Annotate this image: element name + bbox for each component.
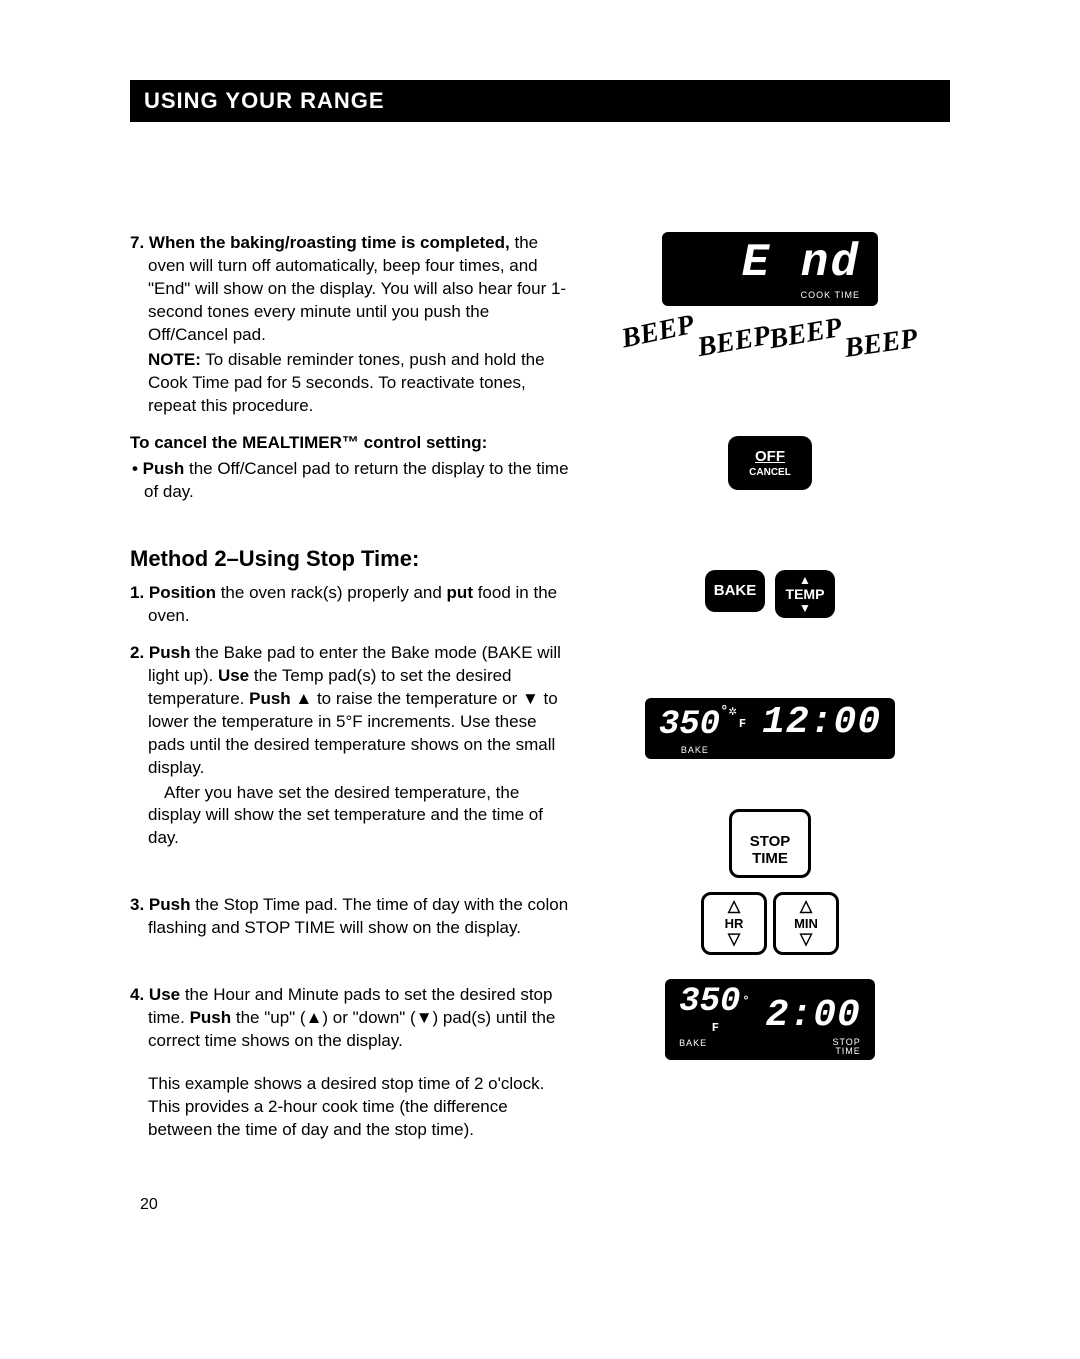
stop-time-display: 350°F 2:00 BAKE STOP TIME	[665, 979, 875, 1060]
stop-label: STOP	[738, 834, 802, 851]
bake-temp-row: BAKE ▲ TEMP ▼	[590, 570, 950, 618]
note-body: To disable reminder tones, push and hold…	[148, 350, 545, 415]
s4-num: 4.	[130, 985, 144, 1004]
s2-push2: Push	[249, 689, 291, 708]
off-label: OFF	[740, 448, 800, 465]
step-7: 7. When the baking/roasting time is comp…	[148, 232, 570, 418]
disp2-bake-label: BAKE	[679, 1038, 707, 1056]
beep-row: BEEP BEEP BEEP BEEP	[590, 324, 950, 356]
s4-lead: Use	[149, 985, 180, 1004]
disp-deg: °✲	[720, 704, 737, 720]
end-display: E nd COOK TIME	[662, 232, 878, 306]
method-2-title: Method 2–Using Stop Time:	[130, 544, 570, 574]
note-label: NOTE:	[148, 350, 201, 369]
section-header: USING YOUR RANGE	[130, 80, 950, 122]
min-label: MIN	[780, 916, 832, 931]
hr-min-row: △ HR ▽ △ MIN ▽	[590, 892, 950, 955]
cancel-bullet: • Push the Off/Cancel pad to return the …	[144, 458, 570, 504]
temp-up-icon: ▲	[775, 574, 835, 586]
min-down-icon: ▽	[780, 932, 832, 948]
s2-after: After you have set the desired temperatu…	[148, 782, 570, 851]
cancel-label: CANCEL	[740, 467, 800, 478]
stop-time-button[interactable]: STOP TIME	[729, 809, 811, 878]
instructions-column: 7. When the baking/roasting time is comp…	[130, 232, 590, 1156]
disp2-unit: F	[712, 1022, 719, 1034]
beep-3: BEEP	[767, 312, 845, 356]
disp-time-value: 12:00	[762, 704, 881, 742]
temp-label: TEMP	[775, 586, 835, 602]
end-text: E nd	[680, 240, 860, 286]
disp-unit: F	[739, 718, 746, 730]
hour-down-icon: ▽	[708, 932, 760, 948]
s3-body: the Stop Time pad. The time of day with …	[148, 895, 568, 937]
s1-lead: Position	[149, 583, 216, 602]
step-2-4: 4. Use the Hour and Minute pads to set t…	[148, 984, 570, 1142]
cancel-bullet-body: the Off/Cancel pad to return the display…	[144, 459, 569, 501]
disp-temp-value: 350	[659, 706, 720, 744]
step-2-2: 2. Push the Bake pad to enter the Bake m…	[148, 642, 570, 850]
disp-bake-label: BAKE	[659, 745, 881, 755]
step-2-3: 3. Push the Stop Time pad. The time of d…	[148, 894, 570, 940]
step-2-1: 1. Position the oven rack(s) properly an…	[148, 582, 570, 628]
minute-button[interactable]: △ MIN ▽	[773, 892, 839, 955]
bake-time-display: 350°✲F 12:00 BAKE	[645, 698, 895, 759]
hour-button[interactable]: △ HR ▽	[701, 892, 767, 955]
s2-use: Use	[218, 666, 249, 685]
temp-down-icon: ▼	[775, 602, 835, 614]
hour-up-icon: △	[708, 899, 760, 915]
off-cancel-button[interactable]: OFF CANCEL	[728, 436, 812, 490]
disp2-time-value: 2:00	[766, 997, 861, 1035]
temp-button[interactable]: ▲ TEMP ▼	[775, 570, 835, 618]
s4-example: This example shows a desired stop time o…	[148, 1073, 570, 1142]
hour-label: HR	[708, 916, 760, 931]
s3-num: 3.	[130, 895, 144, 914]
min-up-icon: △	[780, 899, 832, 915]
cancel-heading: To cancel the MEALTIMER™ control setting…	[130, 432, 570, 455]
disp2-time-label: TIME	[835, 1046, 861, 1056]
time-label: TIME	[738, 851, 802, 868]
bake-button[interactable]: BAKE	[705, 570, 765, 612]
disp2-deg: °	[742, 995, 749, 1007]
s2-lead: Push	[149, 643, 191, 662]
beep-1: BEEP	[619, 309, 697, 356]
s2-num: 2.	[130, 643, 144, 662]
s1-mid: the oven rack(s) properly and	[216, 583, 447, 602]
step-7-number: 7.	[130, 233, 144, 252]
s4-push: Push	[190, 1008, 232, 1027]
graphics-column: E nd COOK TIME BEEP BEEP BEEP BEEP OFF C…	[590, 232, 950, 1156]
s3-lead: Push	[149, 895, 191, 914]
cook-time-label: COOK TIME	[680, 290, 860, 300]
cancel-bullet-lead: • Push	[132, 459, 184, 478]
page-number: 20	[140, 1196, 950, 1214]
disp2-temp-value: 350	[679, 983, 740, 1021]
s1-lead2: put	[447, 583, 473, 602]
beep-4: BEEP	[842, 323, 919, 365]
s1-num: 1.	[130, 583, 144, 602]
step-7-lead: When the baking/roasting time is complet…	[149, 233, 510, 252]
beep-2: BEEP	[695, 320, 773, 364]
